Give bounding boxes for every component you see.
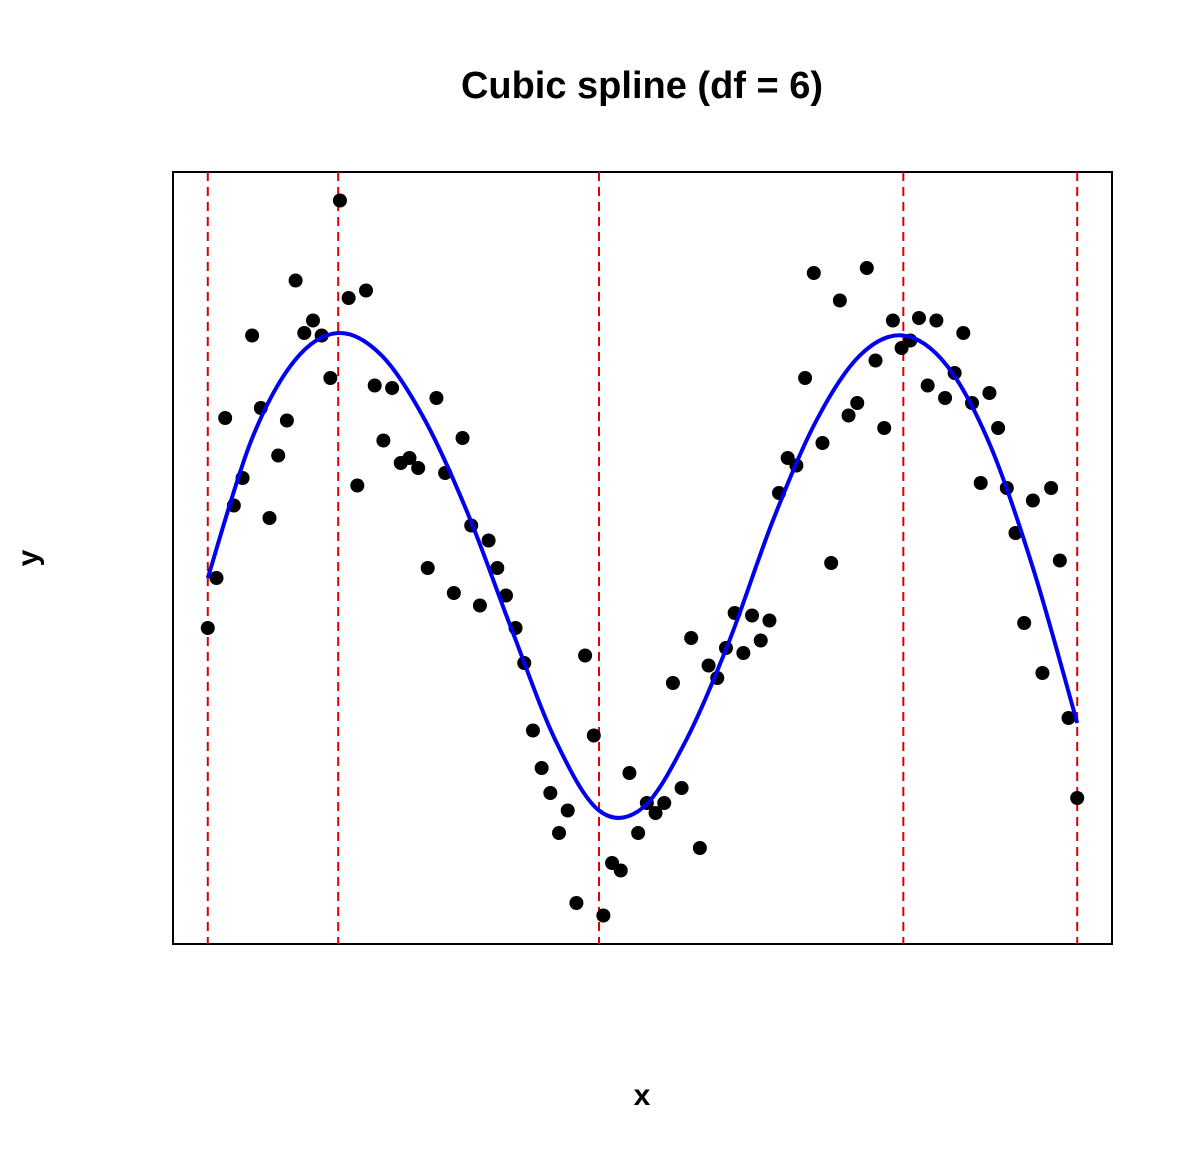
data-point — [402, 451, 417, 465]
data-point — [674, 781, 689, 795]
data-point — [323, 371, 338, 385]
data-point — [692, 841, 707, 855]
data-point — [359, 283, 374, 298]
data-point — [991, 421, 1006, 435]
data-point — [745, 608, 760, 623]
data-point — [1052, 553, 1067, 568]
data-point — [824, 556, 839, 570]
data-point — [596, 908, 611, 923]
data-point — [684, 631, 699, 645]
data-point — [956, 326, 971, 340]
data-point — [534, 761, 549, 775]
data-point — [701, 658, 716, 673]
data-point — [305, 313, 320, 328]
data-point — [288, 273, 303, 288]
x-axis-label: x — [634, 1079, 651, 1112]
data-point — [1061, 711, 1076, 725]
data-point — [560, 803, 575, 818]
data-point — [376, 433, 391, 448]
data-point — [490, 561, 505, 575]
data-point — [648, 806, 663, 820]
data-point — [929, 313, 944, 328]
data-point — [911, 311, 926, 325]
data-point — [736, 646, 751, 660]
data-point — [622, 766, 637, 780]
data-point — [832, 293, 847, 308]
data-point — [578, 648, 593, 663]
data-point — [885, 313, 900, 328]
data-point — [1044, 481, 1059, 495]
data-point — [279, 413, 294, 428]
data-point — [332, 193, 347, 208]
data-point — [938, 391, 953, 405]
data-point — [420, 561, 435, 575]
data-point — [455, 431, 470, 445]
data-point — [586, 728, 601, 743]
spline-fit — [205, 330, 1080, 820]
data-point — [209, 571, 224, 585]
plot-frame — [172, 171, 1113, 945]
data-point — [920, 378, 935, 393]
data-point — [753, 633, 768, 648]
data-point — [367, 378, 382, 393]
data-point — [200, 621, 215, 635]
data-point — [798, 371, 813, 385]
data-point — [297, 326, 312, 340]
data-point — [1070, 791, 1085, 805]
data-point — [877, 421, 892, 435]
data-point — [385, 381, 400, 395]
data-point — [1017, 616, 1032, 630]
data-point — [350, 478, 365, 493]
data-point — [411, 461, 426, 475]
data-point — [631, 826, 646, 840]
data-point — [1035, 666, 1050, 680]
data-point — [271, 448, 286, 463]
data-point — [762, 613, 777, 628]
data-point — [543, 786, 558, 800]
data-point — [868, 353, 883, 368]
data-point — [245, 328, 260, 343]
data-point — [806, 266, 821, 280]
data-point — [498, 588, 513, 603]
data-point — [973, 476, 988, 490]
data-point — [613, 863, 628, 878]
data-point — [472, 598, 487, 613]
data-point — [218, 411, 233, 425]
data-point — [262, 511, 277, 525]
data-point — [552, 826, 567, 840]
data-point — [481, 533, 496, 548]
data-point — [859, 261, 874, 275]
data-point — [429, 391, 444, 405]
y-axis-label: y — [12, 549, 45, 566]
chart-title: Cubic spline (df = 6) — [461, 65, 823, 107]
data-point — [657, 796, 672, 810]
data-point — [815, 436, 830, 450]
data-point — [982, 386, 997, 400]
data-point — [525, 723, 540, 738]
data-point — [341, 291, 356, 305]
data-point — [850, 396, 865, 410]
data-point — [841, 408, 856, 423]
data-point — [569, 896, 584, 910]
data-point — [1025, 493, 1040, 508]
data-point — [446, 586, 461, 600]
data-point — [665, 676, 680, 690]
